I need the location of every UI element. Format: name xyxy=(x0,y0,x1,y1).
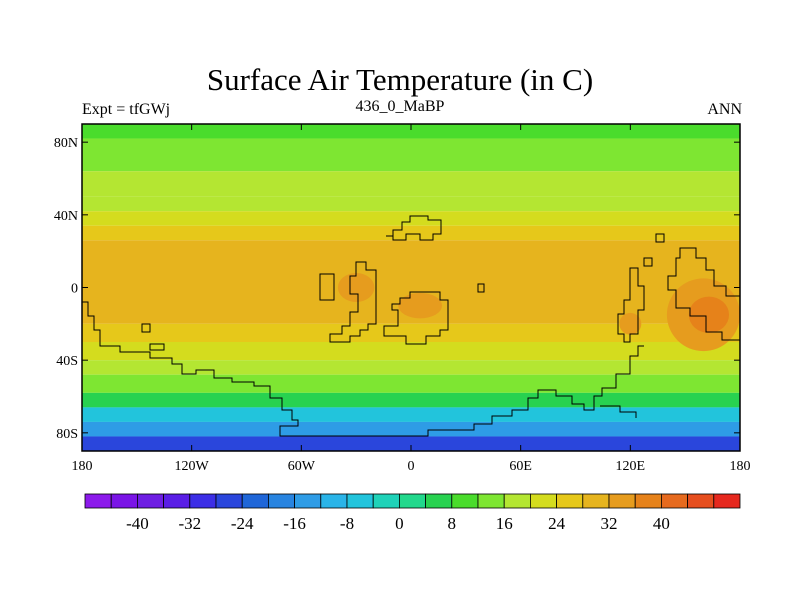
colorbar-swatch-5 xyxy=(215,493,243,509)
lon-tick-label-3: 0 xyxy=(408,459,415,474)
temperature-band-3 xyxy=(82,196,740,212)
colorbar-swatch-1 xyxy=(110,493,138,509)
coastline-east-landmass xyxy=(617,267,645,343)
temperature-band-12 xyxy=(82,407,740,422)
colorbar-swatch-12 xyxy=(398,493,426,509)
coastline-south-ledge xyxy=(600,405,637,418)
colorbar-swatch-8 xyxy=(294,493,322,509)
colorbar-label-8: 24 xyxy=(548,514,566,533)
colorbar-label-7: 16 xyxy=(496,514,513,533)
axis-ticks: 180 120W 60W 0 60E 120E 180 80N 40N 0 40S 80S xyxy=(54,124,751,474)
colorbar-swatch-19 xyxy=(582,493,610,509)
temperature-band-7 xyxy=(82,323,740,342)
temperature-band-1 xyxy=(82,138,740,172)
temperature-band-4 xyxy=(82,211,740,226)
warm-spot-1 xyxy=(398,292,443,319)
coastline-central-landmass xyxy=(329,261,377,343)
colorbar-label-10: 40 xyxy=(653,514,670,533)
coastline-south-islet-2 xyxy=(141,323,151,333)
colorbar-swatch-4 xyxy=(189,493,217,509)
temperature-field xyxy=(82,124,740,451)
colorbar-swatch-18 xyxy=(556,493,584,509)
colorbar-swatch-14 xyxy=(451,493,479,509)
temperature-band-13 xyxy=(82,421,740,437)
colorbar-swatch-6 xyxy=(241,493,269,509)
lat-tick-label-3: 40S xyxy=(56,354,78,369)
lon-tick-label-2: 60W xyxy=(288,459,316,474)
lon-tick-label-1: 120W xyxy=(175,459,210,474)
map-title: Surface Air Temperature (in C) xyxy=(206,62,594,97)
temperature-band-9 xyxy=(82,360,740,375)
coastline-south-landmass xyxy=(383,291,449,345)
lat-tick-label-4: 80S xyxy=(56,427,78,442)
colorbar-swatch-11 xyxy=(372,493,400,509)
colorbar-swatch-9 xyxy=(320,493,348,509)
colorbar-swatch-15 xyxy=(477,493,505,509)
colorbar-label-5: 0 xyxy=(395,514,404,533)
temperature-band-0 xyxy=(82,124,740,139)
coastlines xyxy=(82,215,740,437)
colorbar-swatch-3 xyxy=(163,493,191,509)
colorbar-swatch-2 xyxy=(136,493,164,509)
colorbar-swatch-23 xyxy=(687,493,715,509)
colorbar-label-6: 8 xyxy=(448,514,457,533)
season-label: ANN xyxy=(707,101,742,118)
temperature-band-5 xyxy=(82,225,740,241)
colorbar-swatch-10 xyxy=(346,493,374,509)
colorbar-label-1: -32 xyxy=(178,514,201,533)
lat-tick-label-0: 80N xyxy=(54,136,78,151)
lon-tick-label-0: 180 xyxy=(72,459,93,474)
colorbar-swatch-24 xyxy=(713,493,741,509)
colorbar-swatch-13 xyxy=(425,493,453,509)
colorbar-label-9: 32 xyxy=(601,514,618,533)
lat-tick-label-2: 0 xyxy=(71,282,78,297)
lon-tick-label-5: 120E xyxy=(616,459,646,474)
temperature-band-8 xyxy=(82,342,740,361)
warm-spot-3 xyxy=(688,296,730,333)
colorbar-label-3: -16 xyxy=(283,514,306,533)
colorbar-swatch-21 xyxy=(634,493,662,509)
coastline-west-margin xyxy=(82,301,644,437)
coastline-west-island xyxy=(319,273,335,301)
colorbar-swatch-20 xyxy=(608,493,636,509)
temperature-band-11 xyxy=(82,392,740,408)
coastline-south-islet xyxy=(149,343,165,351)
colorbar-swatch-22 xyxy=(661,493,689,509)
experiment-label: Expt = tfGWj xyxy=(82,101,171,118)
colorbar-swatch-0 xyxy=(84,493,112,509)
colorbar-label-4: -8 xyxy=(340,514,354,533)
colorbar: -40 -32 -24 -16 -8 0 8 16 24 32 40 xyxy=(84,493,741,533)
coastline-east-islet xyxy=(477,283,485,293)
warm-spot-4 xyxy=(619,312,642,335)
warm-spot-0 xyxy=(337,272,375,303)
coastline-small-islet-mid xyxy=(643,257,653,267)
lon-tick-label-4: 60E xyxy=(509,459,532,474)
coastline-north-continent xyxy=(386,215,442,241)
lon-tick-label-6: 180 xyxy=(730,459,751,474)
colorbar-swatch-16 xyxy=(503,493,531,509)
colorbar-label-2: -24 xyxy=(231,514,254,533)
temperature-band-10 xyxy=(82,374,740,393)
colorbar-swatch-17 xyxy=(530,493,558,509)
temperature-band-2 xyxy=(82,171,740,197)
colorbar-swatch-7 xyxy=(267,493,295,509)
lat-tick-label-1: 40N xyxy=(54,209,78,224)
temperature-band-14 xyxy=(82,436,740,451)
period-label: 436_0_MaBP xyxy=(355,98,445,115)
coastline-far-east-landmass xyxy=(667,247,740,341)
colorbar-label-0: -40 xyxy=(126,514,149,533)
coastline-small-islet-north xyxy=(655,233,665,243)
